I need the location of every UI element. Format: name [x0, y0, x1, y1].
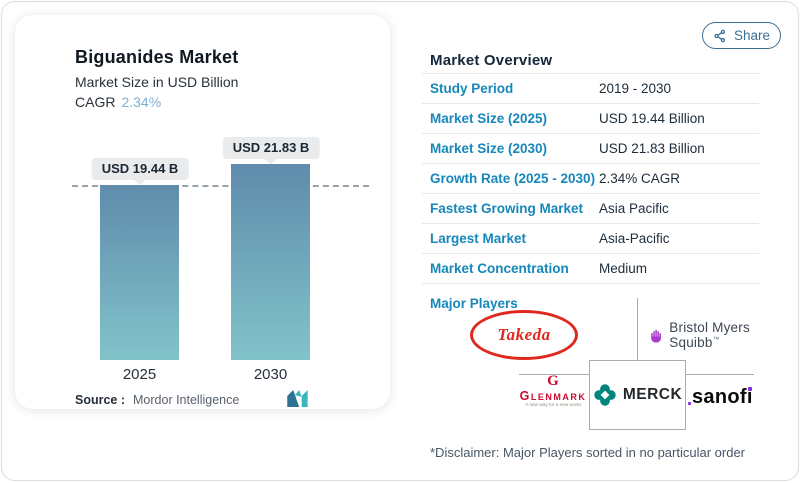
- bar-2025: [100, 185, 179, 360]
- mordor-intelligence-logo: [287, 390, 308, 407]
- bar-2030: [231, 164, 310, 360]
- row-label: Market Size (2025): [430, 111, 548, 126]
- takeda-logo: Takeda: [470, 310, 578, 360]
- merck-wordmark: MERCK: [622, 386, 683, 403]
- share-button[interactable]: Share: [702, 22, 781, 49]
- reference-dashed-line: [72, 185, 369, 187]
- table-row: Fastest Growing Market Asia Pacific: [422, 193, 759, 223]
- merck-clover-icon: [594, 384, 616, 406]
- row-label: Market Size (2030): [430, 141, 548, 156]
- merck-logo: MERCK: [589, 360, 686, 430]
- players-divider-vertical: [637, 298, 638, 360]
- chart-title: Biguanides Market: [75, 47, 239, 67]
- source-value: Mordor Intelligence: [133, 393, 240, 407]
- bms-wordmark: Bristol Myers Squibb™: [669, 320, 750, 350]
- players-divider-horizontal-right: [685, 374, 754, 375]
- chart-subtitle: Market Size in USD Billion: [75, 74, 239, 90]
- overview-heading: Market Overview: [430, 52, 553, 69]
- row-value: Medium: [599, 261, 648, 276]
- row-value: Asia-Pacific: [599, 231, 670, 246]
- disclaimer-text: *Disclaimer: Major Players sorted in no …: [430, 445, 746, 460]
- row-value: 2019 - 2030: [599, 81, 672, 96]
- row-value: Asia Pacific: [599, 201, 669, 216]
- table-row: Largest Market Asia-Pacific: [422, 223, 759, 253]
- share-button-label: Share: [733, 28, 771, 43]
- glenmark-monogram-icon: G: [547, 373, 559, 389]
- takeda-wordmark: Takeda: [497, 325, 551, 344]
- cagr-line: CAGR 2.34%: [75, 94, 161, 110]
- sanofi-purple-dot: [688, 402, 691, 405]
- source-label: Source :: [75, 393, 126, 407]
- overview-table: Study Period 2019 - 2030 Market Size (20…: [422, 73, 759, 284]
- sanofi-i-dot: [747, 387, 752, 391]
- glenmark-logo: G Glenmark A new way for a new world: [514, 373, 592, 409]
- row-label: Growth Rate (2025 - 2030): [430, 171, 596, 186]
- sanofi-logo: sanofı: [688, 386, 753, 409]
- players-divider-horizontal-left: [519, 374, 589, 375]
- bar-value-label-2025: USD 19.44 B: [91, 158, 189, 180]
- row-value: USD 19.44 Billion: [599, 111, 705, 126]
- table-row: Market Size (2030) USD 21.83 Billion: [422, 133, 759, 163]
- bar-value-label-2030: USD 21.83 B: [222, 137, 320, 159]
- table-row: Market Size (2025) USD 19.44 Billion: [422, 103, 759, 133]
- table-row: Market Concentration Medium: [422, 253, 759, 284]
- major-players-label: Major Players: [430, 296, 518, 311]
- chart-card: Biguanides Market Market Size in USD Bil…: [15, 15, 390, 409]
- row-label: Fastest Growing Market: [430, 201, 584, 216]
- table-row: Growth Rate (2025 - 2030) 2.34% CAGR: [422, 163, 759, 193]
- row-value: USD 21.83 Billion: [599, 141, 705, 156]
- row-label: Largest Market: [430, 231, 527, 246]
- table-row: Study Period 2019 - 2030: [422, 73, 759, 103]
- source-line: Source : Mordor Intelligence: [75, 393, 239, 407]
- trademark-symbol: ™: [712, 336, 720, 344]
- bms-hand-icon: [651, 329, 661, 342]
- cagr-value: 2.34%: [121, 94, 162, 110]
- glenmark-tagline: A new way for a new world: [525, 402, 581, 408]
- row-label: Market Concentration: [430, 261, 569, 276]
- glenmark-wordmark: Glenmark: [519, 388, 587, 403]
- row-label: Study Period: [430, 81, 514, 96]
- x-axis-label-2030: 2030: [253, 366, 288, 383]
- share-icon: [714, 29, 726, 42]
- bristol-myers-squibb-logo: Bristol Myers Squibb™: [650, 320, 798, 350]
- sanofi-wordmark: sanof: [692, 386, 747, 408]
- row-value: 2.34% CAGR: [599, 171, 681, 186]
- cagr-label: CAGR: [75, 94, 116, 110]
- x-axis-label-2025: 2025: [122, 366, 157, 383]
